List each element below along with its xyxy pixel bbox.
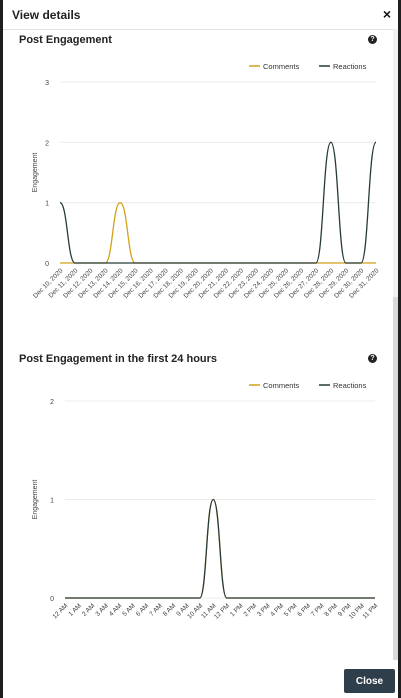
x-tick-label: 4 AM bbox=[108, 602, 123, 617]
x-tick-label: 12 PM bbox=[213, 602, 231, 620]
x-tick-label: 5 AM bbox=[121, 602, 136, 617]
legend-label[interactable]: Comments bbox=[263, 381, 300, 390]
x-tick-label: 7 AM bbox=[148, 602, 163, 617]
y-tick-label: 3 bbox=[45, 80, 49, 87]
x-tick-label: 3 AM bbox=[94, 602, 109, 617]
scrollbar-thumb[interactable] bbox=[393, 297, 398, 689]
view-details-modal: View details × Post Engagement ? 0 1 2 3 Eng… bbox=[3, 0, 398, 698]
y-axis-label: Engagement bbox=[32, 480, 39, 520]
help-icon[interactable]: ? bbox=[368, 354, 377, 363]
help-icon[interactable]: ? bbox=[368, 35, 377, 44]
x-tick-label: 2 PM bbox=[242, 602, 258, 618]
x-tick-label: 3 PM bbox=[256, 602, 272, 618]
series-line-reactions bbox=[65, 498, 375, 599]
x-tick-label: 11 PM bbox=[362, 602, 380, 620]
x-tick-label: 6 AM bbox=[135, 602, 150, 617]
x-tick-label: 7 PM bbox=[310, 602, 326, 618]
y-tick-label: 1 bbox=[50, 498, 54, 505]
x-tick-label: 6 PM bbox=[296, 602, 312, 618]
x-tick-label: 4 PM bbox=[269, 602, 285, 618]
chart-title-24h: Post Engagement in the first 24 hours bbox=[19, 353, 218, 365]
modal-title: View details bbox=[12, 8, 81, 22]
series-line-comments bbox=[59, 202, 376, 264]
close-icon[interactable]: × bbox=[382, 6, 391, 22]
legend-label[interactable]: Reactions bbox=[333, 62, 367, 71]
x-tick-label: 8 PM bbox=[323, 602, 339, 618]
chart-title-engagement: Post Engagement bbox=[19, 34, 112, 46]
legend-label[interactable]: Reactions bbox=[333, 381, 367, 390]
y-tick-label: 2 bbox=[45, 140, 49, 147]
x-tick-label: 1 PM bbox=[229, 602, 245, 618]
x-tick-label: 12 AM bbox=[51, 602, 69, 620]
x-tick-label: 2 AM bbox=[81, 602, 96, 617]
y-tick-label: 0 bbox=[50, 596, 54, 603]
x-tick-label: 5 PM bbox=[283, 602, 299, 618]
modal-footer bbox=[3, 660, 398, 698]
x-tick-label: 1 AM bbox=[67, 602, 82, 617]
series-line-reactions bbox=[59, 141, 377, 264]
y-tick-label: 1 bbox=[45, 201, 49, 208]
legend-label[interactable]: Comments bbox=[263, 62, 300, 71]
close-button[interactable]: Close bbox=[344, 669, 395, 693]
x-tick-label: 8 AM bbox=[162, 602, 177, 617]
y-tick-label: 2 bbox=[50, 399, 54, 406]
scrollbar-track[interactable] bbox=[393, 29, 398, 698]
modal-header: View details × bbox=[3, 0, 398, 30]
y-axis-label: Engagement bbox=[32, 153, 39, 193]
y-tick-label: 0 bbox=[45, 261, 49, 268]
